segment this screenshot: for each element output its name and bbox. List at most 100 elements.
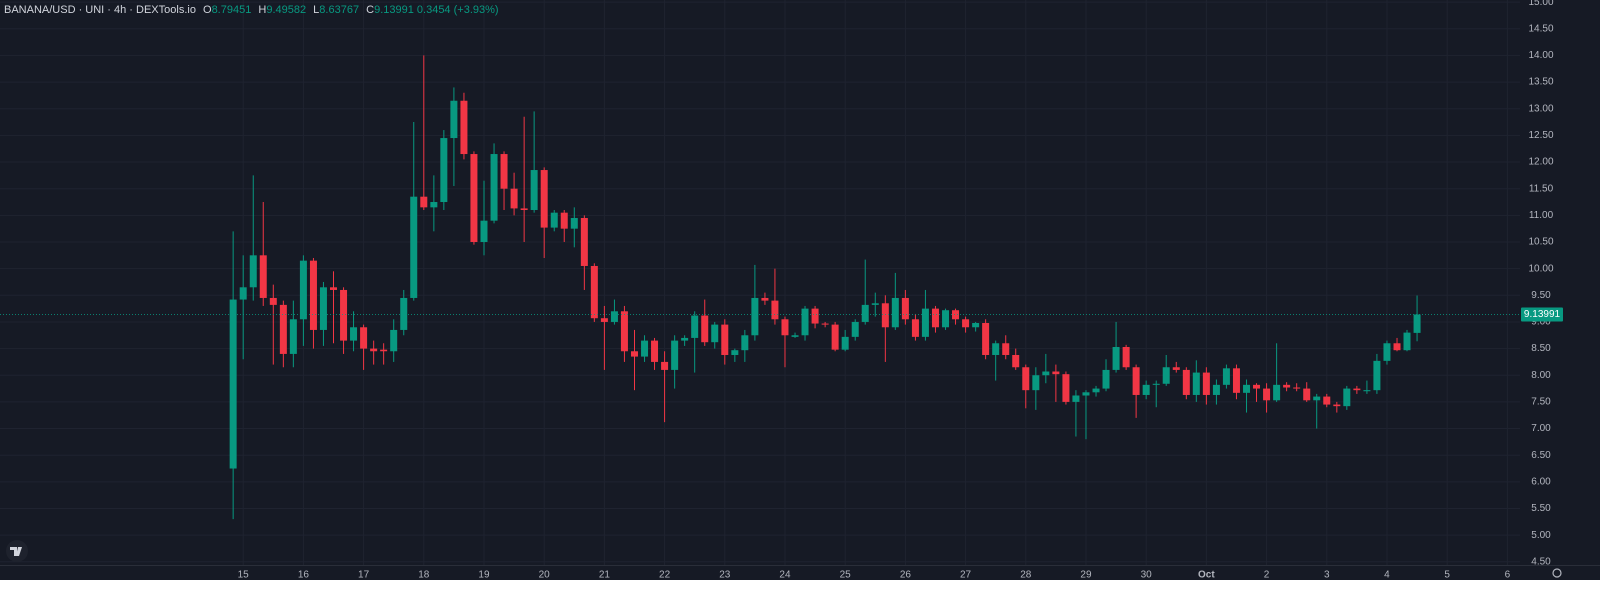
candle-body xyxy=(741,335,749,351)
candle-body xyxy=(1363,390,1371,392)
candle-body xyxy=(1172,367,1180,370)
candle-body xyxy=(1122,346,1130,368)
candle-body xyxy=(1232,368,1240,393)
candle-body xyxy=(661,361,669,370)
x-tick-label: 15 xyxy=(238,570,250,580)
candle-body xyxy=(279,304,287,354)
candle-body xyxy=(460,100,468,155)
y-tick-label: 4.50 xyxy=(1531,556,1551,567)
y-tick-label: 15.00 xyxy=(1528,0,1553,8)
y-tick-label: 7.50 xyxy=(1531,397,1551,408)
candle-body xyxy=(600,318,608,322)
x-tick-label: 4 xyxy=(1384,570,1390,580)
candle-body xyxy=(901,297,909,320)
candle-body xyxy=(1303,388,1311,401)
ohlc-value: 9.13991 xyxy=(374,4,414,16)
settings-icon[interactable] xyxy=(1552,568,1562,578)
candle-body xyxy=(390,329,398,352)
y-tick-label: 11.50 xyxy=(1529,183,1554,194)
candle-body xyxy=(881,303,889,328)
candle-body xyxy=(1413,314,1421,333)
ohlc-value: 8.79451 xyxy=(211,4,252,16)
candle-body xyxy=(1022,367,1030,391)
candle-body xyxy=(520,208,528,211)
candle-body xyxy=(1293,387,1301,389)
candle-body xyxy=(791,335,799,337)
candle-body xyxy=(891,297,899,328)
symbol-title: BANANA/USD · UNI · 4h · DEXTools.io xyxy=(4,4,196,16)
candle-body xyxy=(861,304,869,322)
candle-body xyxy=(1202,372,1210,395)
candle-body xyxy=(1253,384,1261,389)
y-tick-label: 14.50 xyxy=(1528,23,1553,34)
candle-body xyxy=(249,255,257,288)
candle-body xyxy=(962,319,970,328)
candle-body xyxy=(921,308,929,337)
candle-body xyxy=(1393,343,1401,351)
x-tick-label: 26 xyxy=(900,570,912,580)
candle-body xyxy=(1002,343,1010,355)
y-tick-label: 5.50 xyxy=(1531,503,1551,514)
y-tick-label: 12.50 xyxy=(1528,130,1553,141)
x-tick-label: 16 xyxy=(298,570,310,580)
last-price-box xyxy=(1521,307,1563,322)
candle-body xyxy=(1222,368,1230,385)
candle-body xyxy=(420,196,428,208)
candle-body xyxy=(630,351,638,357)
logo-glyph xyxy=(10,547,22,556)
x-tick-label: 19 xyxy=(478,570,490,580)
x-tick-label: 17 xyxy=(358,570,370,580)
tv-logo xyxy=(6,540,28,562)
x-tick-label: 20 xyxy=(539,570,551,580)
candle-body xyxy=(1162,367,1170,384)
candle-body xyxy=(771,300,779,320)
x-tick-label: Oct xyxy=(1198,570,1215,580)
x-tick-label: 29 xyxy=(1080,570,1092,580)
candle-body xyxy=(550,212,558,228)
x-tick-label: 22 xyxy=(659,570,671,580)
candle-body xyxy=(319,287,327,330)
candle-body xyxy=(1052,371,1060,375)
candle-body xyxy=(1403,332,1411,351)
x-tick-label: 5 xyxy=(1444,570,1450,580)
candle-body xyxy=(931,308,939,328)
candle-body xyxy=(871,303,879,305)
ohlc-letter: O xyxy=(203,4,212,16)
x-tick-label: 27 xyxy=(960,570,972,580)
candle-body xyxy=(1263,388,1271,401)
ohlc-value: 9.49582 xyxy=(266,4,307,16)
y-tick-label: 7.00 xyxy=(1531,423,1551,434)
candle-body xyxy=(380,349,388,352)
settings-gear[interactable] xyxy=(1552,568,1562,578)
ohlc-letter: H xyxy=(258,4,267,16)
candle-body xyxy=(671,340,679,370)
candle-body xyxy=(1042,371,1050,376)
candle-body xyxy=(691,315,699,338)
candle-body xyxy=(570,218,578,229)
candle-body xyxy=(711,324,719,343)
x-tick-label: 6 xyxy=(1505,570,1511,580)
candle-body xyxy=(992,343,1000,355)
ohlc-letter: L xyxy=(313,4,320,16)
y-tick-label: 6.00 xyxy=(1531,476,1551,487)
y-tick-label: 6.50 xyxy=(1531,450,1551,461)
candle-body xyxy=(721,324,729,355)
candle-body xyxy=(410,196,418,298)
candle-body xyxy=(1012,354,1020,368)
candle-body xyxy=(580,218,588,266)
candle-body xyxy=(510,188,518,209)
candle-body xyxy=(811,308,819,324)
candle-body xyxy=(1112,346,1120,370)
candle-body xyxy=(1182,369,1190,395)
candle-body xyxy=(239,287,247,300)
candle-body xyxy=(299,260,307,320)
candle-body xyxy=(1132,367,1140,395)
chart: 4.50 5.00 5.50 6.00 6.50 7.00 7.50 8.00 8.50 9.00… xyxy=(0,0,1600,580)
candle-body xyxy=(289,319,297,354)
candle-body xyxy=(340,289,348,341)
axes: 4.50 5.00 5.50 6.00 6.50 7.00 7.50 8.00 8.50 9.00… xyxy=(238,0,1563,580)
candle-body xyxy=(911,319,919,337)
y-tick-label: 5.00 xyxy=(1531,530,1551,541)
candle-body xyxy=(430,202,438,208)
candle-body xyxy=(450,100,458,139)
